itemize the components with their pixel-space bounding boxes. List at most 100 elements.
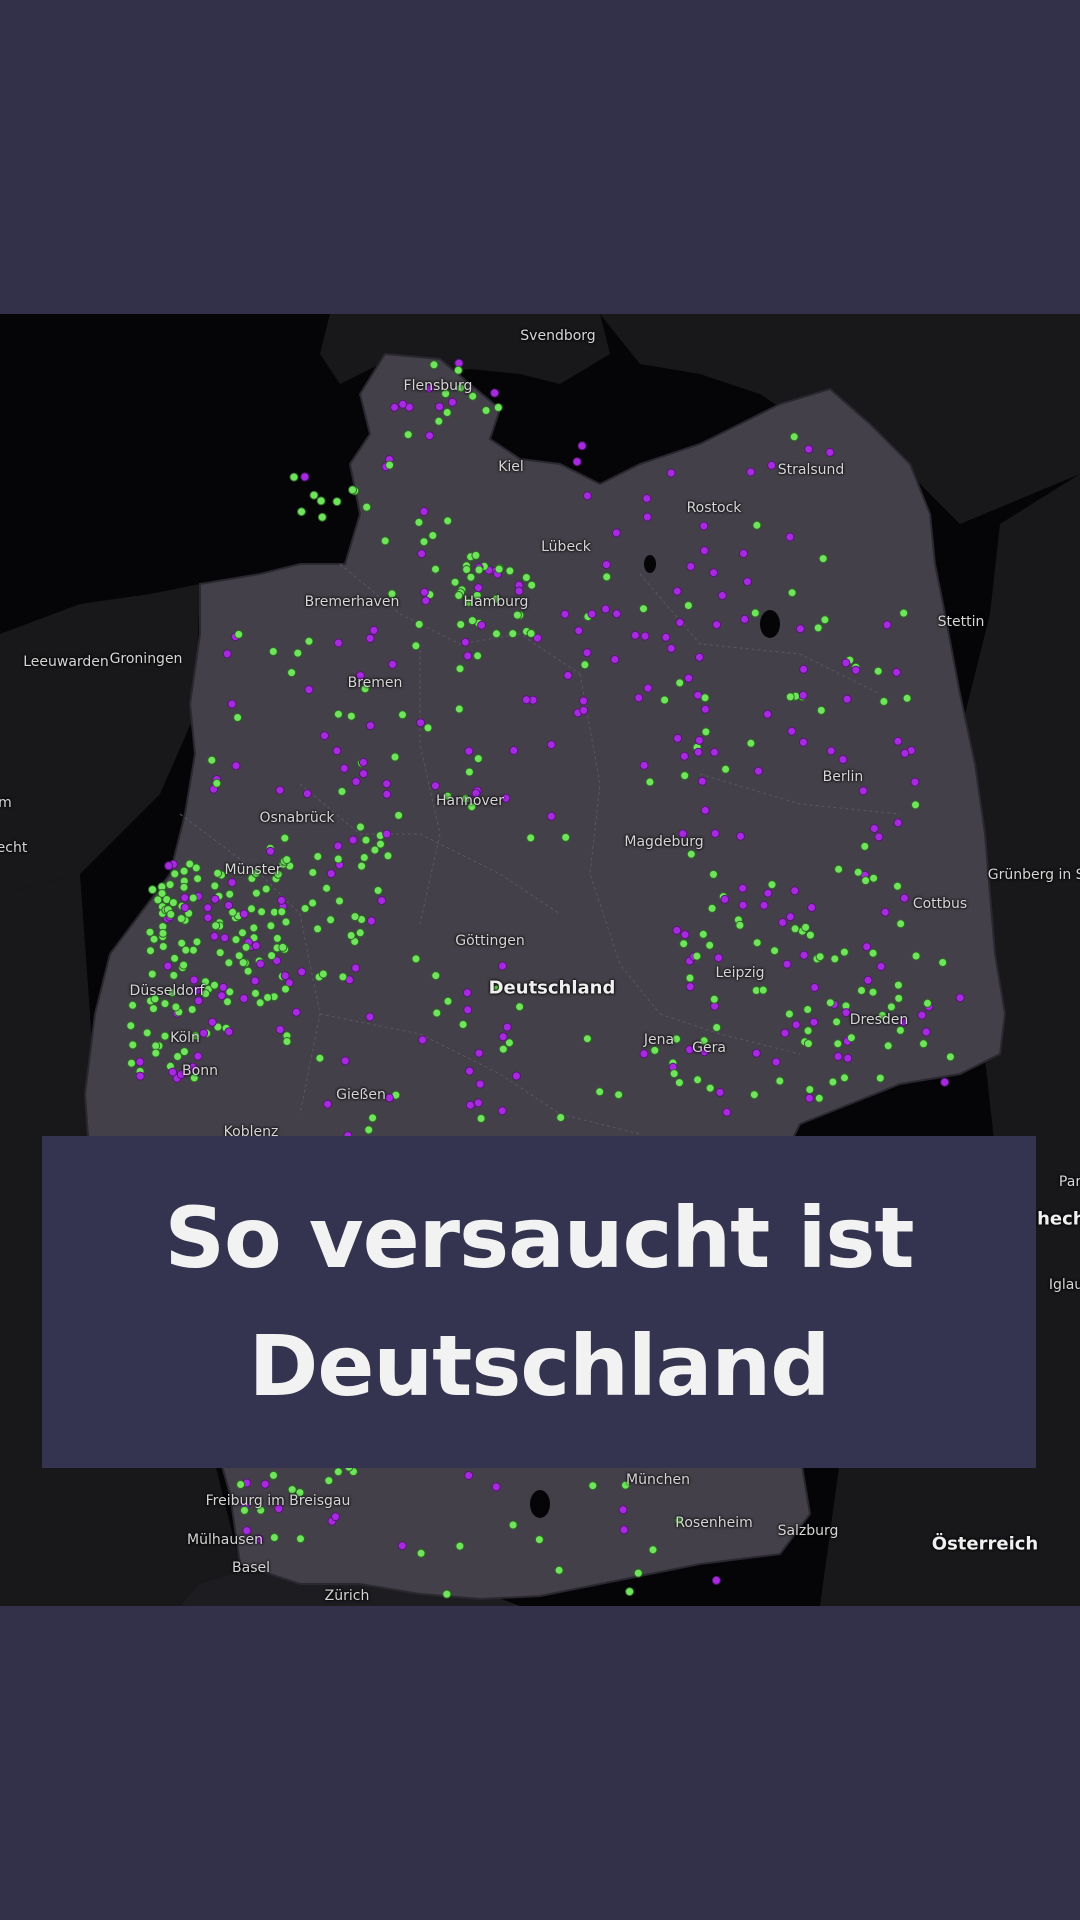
marker-purple[interactable] xyxy=(323,1099,333,1109)
marker-green[interactable] xyxy=(705,1083,715,1093)
marker-green[interactable] xyxy=(308,898,318,908)
marker-green[interactable] xyxy=(919,1039,928,1049)
marker-purple[interactable] xyxy=(209,931,219,941)
marker-green[interactable] xyxy=(893,980,903,990)
marker-purple[interactable] xyxy=(782,959,792,969)
marker-green[interactable] xyxy=(295,1488,305,1498)
marker-purple[interactable] xyxy=(164,861,174,871)
marker-green[interactable] xyxy=(561,832,571,842)
marker-green[interactable] xyxy=(660,695,670,705)
marker-green[interactable] xyxy=(675,678,685,688)
marker-purple[interactable] xyxy=(826,746,836,756)
marker-green[interactable] xyxy=(462,565,472,574)
marker-green[interactable] xyxy=(879,697,889,706)
marker-green[interactable] xyxy=(368,1113,378,1123)
marker-purple[interactable] xyxy=(619,1525,629,1535)
marker-purple[interactable] xyxy=(893,736,903,746)
marker-green[interactable] xyxy=(423,723,433,733)
marker-green[interactable] xyxy=(455,664,465,674)
marker-green[interactable] xyxy=(815,952,825,962)
marker-purple[interactable] xyxy=(661,632,671,642)
marker-green[interactable] xyxy=(692,951,702,961)
marker-green[interactable] xyxy=(233,713,243,722)
marker-purple[interactable] xyxy=(790,886,800,896)
marker-green[interactable] xyxy=(281,917,291,927)
marker-purple[interactable] xyxy=(463,651,473,661)
marker-purple[interactable] xyxy=(639,1049,649,1059)
marker-purple[interactable] xyxy=(666,468,676,478)
marker-purple[interactable] xyxy=(398,399,408,409)
marker-green[interactable] xyxy=(380,536,390,546)
marker-purple[interactable] xyxy=(700,1047,709,1057)
marker-green[interactable] xyxy=(441,389,451,399)
marker-purple[interactable] xyxy=(203,903,213,913)
marker-green[interactable] xyxy=(387,589,397,599)
marker-purple[interactable] xyxy=(759,900,769,910)
marker-green[interactable] xyxy=(160,999,170,1009)
marker-green[interactable] xyxy=(803,1026,813,1036)
marker-purple[interactable] xyxy=(955,993,965,1003)
marker-purple[interactable] xyxy=(465,1100,475,1110)
marker-green[interactable] xyxy=(333,854,343,864)
marker-purple[interactable] xyxy=(514,586,524,596)
marker-green[interactable] xyxy=(166,909,176,919)
marker-green[interactable] xyxy=(192,937,202,947)
marker-green[interactable] xyxy=(145,927,155,937)
marker-purple[interactable] xyxy=(742,577,752,587)
marker-purple[interactable] xyxy=(785,532,795,542)
marker-green[interactable] xyxy=(752,938,762,948)
marker-purple[interactable] xyxy=(869,824,879,833)
marker-purple[interactable] xyxy=(611,528,621,538)
marker-purple[interactable] xyxy=(365,721,375,731)
marker-green[interactable] xyxy=(416,1548,426,1558)
marker-green[interactable] xyxy=(176,914,186,924)
marker-purple[interactable] xyxy=(239,994,249,1003)
marker-green[interactable] xyxy=(818,554,828,564)
marker-green[interactable] xyxy=(177,938,187,948)
marker-purple[interactable] xyxy=(180,893,190,903)
marker-purple[interactable] xyxy=(359,769,368,779)
marker-green[interactable] xyxy=(191,863,201,873)
marker-purple[interactable] xyxy=(326,869,336,879)
marker-green[interactable] xyxy=(207,755,217,765)
marker-green[interactable] xyxy=(149,1004,158,1014)
marker-purple[interactable] xyxy=(753,766,763,776)
marker-green[interactable] xyxy=(886,1002,896,1012)
marker-green[interactable] xyxy=(364,1125,374,1135)
marker-purple[interactable] xyxy=(490,388,500,398)
marker-purple[interactable] xyxy=(910,777,920,787)
marker-green[interactable] xyxy=(473,754,483,764)
marker-purple[interactable] xyxy=(751,1048,761,1058)
marker-purple[interactable] xyxy=(579,705,589,715)
marker-green[interactable] xyxy=(317,512,327,522)
marker-green[interactable] xyxy=(398,710,407,720)
marker-green[interactable] xyxy=(709,994,719,1004)
marker-green[interactable] xyxy=(832,1017,842,1027)
marker-green[interactable] xyxy=(394,810,404,820)
marker-purple[interactable] xyxy=(712,620,722,630)
marker-purple[interactable] xyxy=(501,793,511,803)
marker-green[interactable] xyxy=(454,591,464,600)
marker-green[interactable] xyxy=(297,507,306,517)
marker-purple[interactable] xyxy=(194,996,204,1006)
marker-purple[interactable] xyxy=(462,988,472,998)
marker-green[interactable] xyxy=(385,460,395,470)
marker-purple[interactable] xyxy=(498,961,507,971)
marker-green[interactable] xyxy=(238,958,248,968)
marker-green[interactable] xyxy=(521,573,531,582)
marker-green[interactable] xyxy=(333,1467,343,1477)
marker-purple[interactable] xyxy=(255,959,265,969)
marker-green[interactable] xyxy=(464,597,474,607)
marker-green[interactable] xyxy=(700,693,710,703)
marker-purple[interactable] xyxy=(274,1504,284,1514)
marker-purple[interactable] xyxy=(348,835,358,845)
marker-purple[interactable] xyxy=(227,699,237,709)
marker-green[interactable] xyxy=(869,873,879,883)
marker-purple[interactable] xyxy=(685,1045,695,1055)
marker-green[interactable] xyxy=(767,880,777,890)
marker-purple[interactable] xyxy=(419,507,429,516)
marker-green[interactable] xyxy=(337,787,347,796)
marker-purple[interactable] xyxy=(474,1048,484,1058)
marker-green[interactable] xyxy=(685,973,695,983)
marker-purple[interactable] xyxy=(430,781,440,791)
